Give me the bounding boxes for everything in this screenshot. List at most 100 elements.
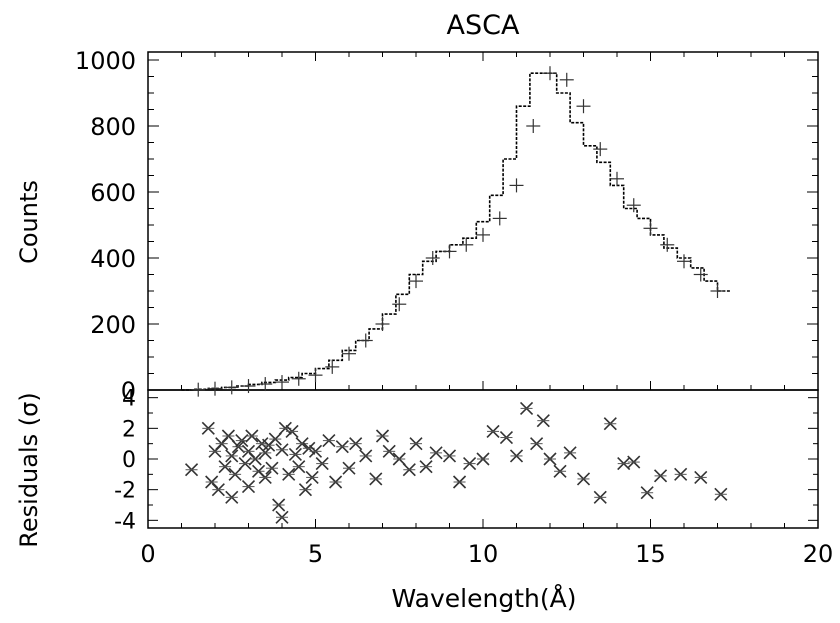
spectrum-data-point (693, 267, 708, 282)
residual-point (429, 446, 443, 460)
spectrum-data-point (358, 333, 373, 348)
residual-point (499, 430, 514, 445)
spectrum-data-point (342, 346, 356, 361)
residual-point (486, 424, 500, 438)
x-tick-label: 10 (468, 540, 499, 568)
chart-title: ASCA (447, 10, 520, 41)
x-tick-label: 0 (140, 540, 155, 568)
residual-point (265, 461, 279, 475)
residual-point (543, 452, 557, 466)
residuals-y-tick-label: 4 (122, 387, 136, 412)
residual-point (576, 472, 591, 486)
spectrum-data-point (476, 227, 490, 242)
residual-point (382, 444, 396, 458)
residuals-data (184, 401, 728, 524)
spectrum-data-point (442, 244, 457, 259)
spectrum-data-point (660, 237, 675, 252)
spectrum-data-point (492, 211, 507, 226)
spectrum-data-point (208, 381, 222, 396)
residual-point (593, 490, 607, 504)
residual-point (292, 460, 306, 474)
residual-point (241, 480, 256, 494)
residual-point (419, 460, 433, 474)
spectrum-data-point (275, 375, 289, 390)
residual-point (640, 486, 654, 500)
residual-point (329, 475, 343, 489)
residual-point (275, 443, 289, 457)
spectrum-y-tick-label: 200 (90, 311, 136, 339)
spectrum-data (191, 66, 725, 397)
residuals-y-tick-label: -2 (114, 479, 136, 504)
spectrum-data-point (258, 377, 273, 392)
spectrum-data-point (677, 254, 691, 269)
residual-point (442, 449, 457, 463)
residual-point (288, 447, 302, 461)
spectrum-data-point (593, 142, 608, 157)
residual-point (258, 446, 272, 460)
x-tick-label: 5 (308, 540, 323, 568)
spectrum-data-point (710, 284, 725, 298)
spectrum-data-point (191, 382, 206, 397)
spectrum-y-tick-label: 0 (121, 377, 136, 405)
residual-point (228, 467, 242, 481)
spectrum-data-point (643, 221, 658, 236)
spectrum-data-point (308, 368, 323, 383)
spectrum-data-point (375, 317, 390, 331)
residual-point (248, 452, 262, 466)
residual-point (315, 457, 329, 471)
x-axis-label: Wavelength(Å) (392, 584, 577, 613)
residual-point (245, 429, 259, 443)
spectrum-data-point (459, 237, 474, 252)
x-tick-label: 20 (803, 540, 834, 568)
spectrum-data-point (325, 359, 340, 374)
residual-point (409, 437, 423, 451)
residual-point (295, 437, 309, 451)
residual-point (184, 463, 199, 477)
residual-point (211, 483, 225, 497)
spectrum-data-point (610, 171, 624, 186)
residual-point (674, 467, 688, 481)
residual-point (349, 437, 363, 451)
spectrum-data-point (425, 251, 440, 265)
residual-point (452, 475, 467, 489)
spectrum-data-point (559, 72, 574, 87)
spectrum-data-point (224, 380, 239, 395)
residual-point (536, 414, 550, 428)
residual-point (530, 437, 544, 451)
spectrum-data-point (576, 99, 591, 114)
residual-point (476, 452, 490, 466)
residual-point (235, 434, 249, 448)
residual-point (392, 452, 406, 466)
spectrum-data-point (526, 119, 541, 133)
residual-point (231, 440, 246, 454)
residual-point (272, 498, 286, 512)
residual-point (369, 472, 383, 486)
residuals-y-tick-label: 2 (122, 417, 136, 442)
spectrum-data-point (543, 66, 557, 81)
residual-point (305, 470, 319, 484)
residual-point (335, 440, 349, 454)
residual-point (653, 469, 668, 483)
residual-point (375, 429, 390, 443)
y-axis-label-counts: Counts (15, 180, 43, 264)
spectrum-y-tick-label: 400 (90, 245, 136, 273)
residual-point (225, 490, 239, 504)
residual-point (553, 464, 567, 478)
residual-point (268, 432, 282, 446)
residual-point (714, 487, 728, 501)
residual-point (238, 457, 252, 471)
spectrum-model-line (181, 72, 731, 391)
residual-point (298, 483, 313, 497)
residual-point (509, 449, 524, 463)
residual-point (285, 424, 299, 438)
residual-point (282, 467, 296, 481)
residual-point (258, 470, 272, 484)
x-tick-label: 15 (635, 540, 666, 568)
spectrum-data-point (509, 178, 524, 193)
residual-point (342, 461, 356, 475)
spectrum-y-tick-label: 1000 (75, 47, 136, 75)
spectrum-model (181, 72, 731, 391)
residuals-y-tick-label: 0 (122, 448, 136, 473)
residual-point (563, 446, 577, 460)
